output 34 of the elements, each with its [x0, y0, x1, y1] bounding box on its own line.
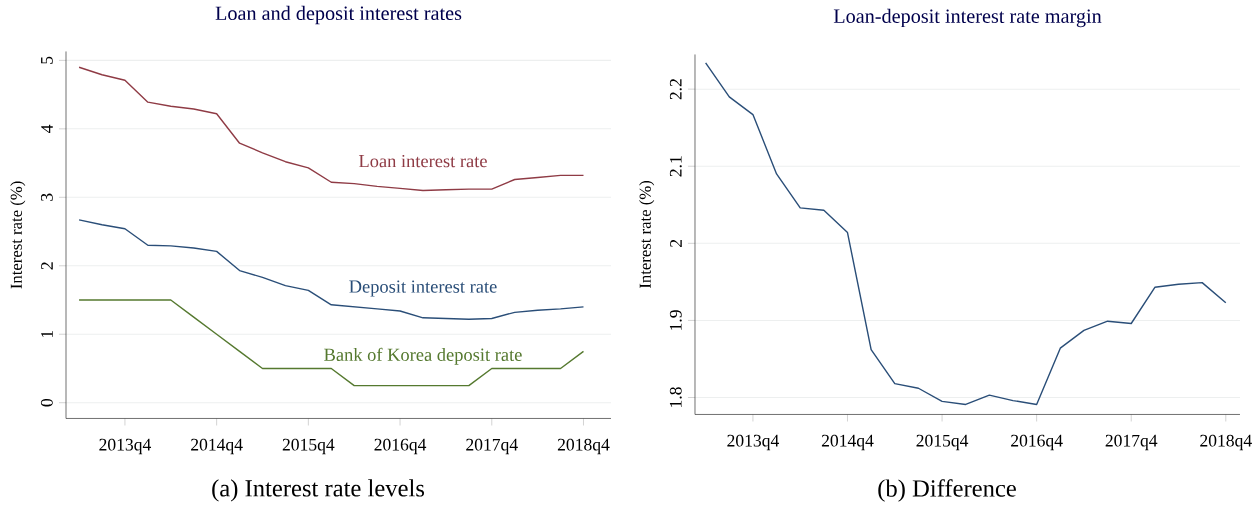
x-tick-label: 2017q4: [466, 438, 518, 455]
y-axis-title: Interest rate (%): [639, 181, 655, 289]
x-tick-label: 2016q4: [374, 438, 427, 455]
y-tick-label: 1: [41, 331, 53, 338]
x-tick-label: 2017q4: [1105, 434, 1158, 451]
x-tick-label: 2014q4: [821, 434, 874, 451]
y-axis-title: Interest rate (%): [10, 181, 26, 289]
series-label: Bank of Korea deposit rate: [324, 347, 522, 365]
x-tick-label: 2018q4: [1200, 434, 1252, 451]
text: (b) Difference: [878, 479, 1016, 502]
y-tick-label: 1.8: [669, 387, 682, 408]
x-tick-label: 2015q4: [916, 434, 969, 451]
text: (a) Interest rate levels: [212, 479, 425, 502]
line-series: [704, 62, 1227, 406]
y-tick-label: 2.2: [669, 79, 682, 100]
y-tick-label: 2: [41, 262, 53, 270]
x-tick-label: 2016q4: [1011, 434, 1063, 451]
x-tick-label: 2013q4: [727, 434, 780, 451]
y-tick-label: 1.9: [669, 310, 682, 331]
y-tick-label: 2: [670, 240, 682, 248]
x-tick-label: 2014q4: [191, 438, 243, 455]
y-tick-label: 0: [40, 399, 53, 407]
x-tick-label: 2015q4: [282, 438, 335, 455]
series-label: Loan interest rate: [358, 155, 487, 168]
chart-title: Loan-deposit interest rate margin: [833, 8, 1102, 28]
y-tick-label: 4: [41, 124, 53, 134]
y-tick-label: 5: [41, 56, 53, 64]
series-label: Deposit interest rate: [349, 280, 497, 297]
x-tick-label: 2013q4: [99, 438, 152, 455]
chart-title: Loan and deposit interest rates: [215, 6, 462, 25]
x-tick-label: 2018q4: [557, 438, 610, 455]
line-series: [78, 66, 585, 192]
y-tick-label: 2.1: [669, 156, 682, 177]
y-tick-label: 3: [40, 193, 53, 202]
